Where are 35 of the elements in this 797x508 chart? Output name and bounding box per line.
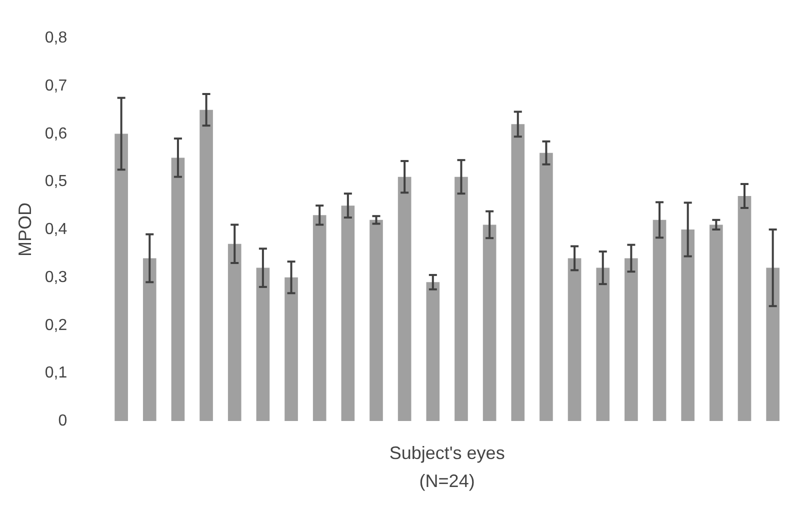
bar bbox=[568, 258, 582, 421]
y-tick-label: 0,7 bbox=[44, 77, 68, 94]
bar bbox=[652, 220, 666, 421]
bar bbox=[370, 220, 383, 421]
y-tick-label: 0 bbox=[58, 412, 68, 430]
bar bbox=[540, 152, 553, 421]
bar bbox=[228, 244, 242, 421]
x-axis-title: Subject's eyes (N=24) bbox=[389, 443, 505, 491]
bar bbox=[142, 258, 156, 421]
y-tick-label: 0,8 bbox=[44, 30, 68, 46]
y-tick-label: 0,3 bbox=[44, 268, 68, 286]
y-tick-label: 0,1 bbox=[44, 364, 68, 382]
bar bbox=[341, 206, 355, 421]
bar bbox=[624, 258, 638, 421]
bar bbox=[284, 277, 298, 421]
bar bbox=[738, 196, 752, 421]
bar bbox=[312, 215, 326, 421]
y-tick-label: 0,4 bbox=[44, 221, 68, 238]
bar bbox=[710, 224, 723, 421]
bar bbox=[454, 176, 468, 421]
bar bbox=[171, 158, 185, 421]
bar bbox=[256, 268, 270, 421]
y-tick-label: 0,6 bbox=[44, 125, 68, 142]
bar bbox=[114, 134, 128, 421]
bar bbox=[200, 110, 213, 421]
bar bbox=[766, 268, 780, 421]
y-tick-label: 0,5 bbox=[44, 173, 68, 190]
y-axis-title: MPOD bbox=[15, 202, 35, 256]
bar bbox=[596, 268, 610, 421]
y-tick-label: 0,2 bbox=[44, 316, 68, 334]
bar bbox=[426, 282, 440, 421]
bar bbox=[398, 176, 412, 421]
bar bbox=[681, 230, 695, 421]
bar bbox=[482, 224, 496, 421]
bar bbox=[511, 124, 525, 421]
